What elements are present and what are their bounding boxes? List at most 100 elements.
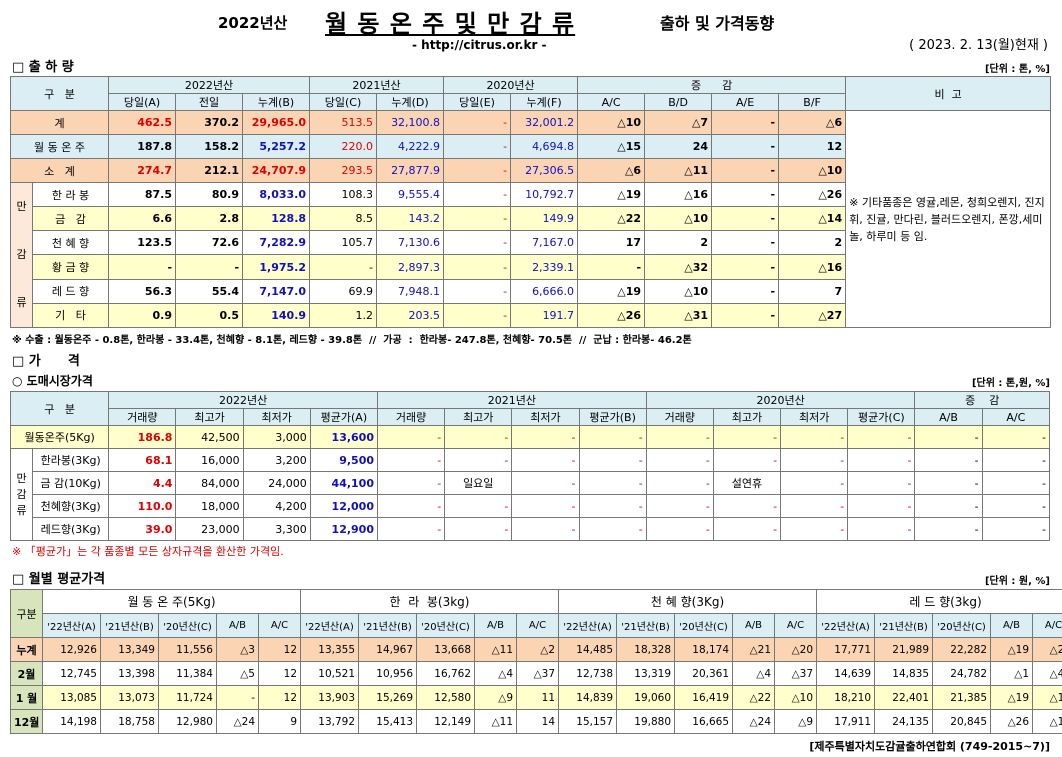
data-cell: - [981,471,1051,495]
data-cell: - [645,471,714,495]
header-cell: A/B [732,613,776,638]
data-cell: △10 [644,278,713,304]
data-cell: 17 [577,230,646,256]
footer: [제주특별자치도감귤출하연합회 (749-2015~7)] [809,740,1050,753]
row-label: 1 월 [10,685,43,710]
data-cell: 13,319 [616,661,676,686]
data-cell: 274.7 [108,158,177,183]
data-cell: 14,839 [558,685,618,710]
data-cell: - [847,517,916,541]
data-cell: △14 [778,206,847,232]
data-cell: 27,877.9 [376,158,445,183]
header-cell: '21년산(B) [358,613,418,638]
header-cell: 월 동 온 주(5Kg) [41,589,302,614]
row-label: 12월 [10,709,43,734]
data-cell: - [712,517,782,541]
data-row: 천혜향(3Kg) 110.0 18,000 4,200 12,000- - - - - - - - - - [10,494,1051,518]
data-cell: - [711,278,780,304]
group-char: 감 [16,487,27,501]
header-cell: 레 드 향(3kg) [816,589,1062,614]
data-row: 금 감(10Kg) 4.4 84,000 24,000 44,100- 일요일 - - - 설연휴… [10,471,1051,495]
data-row: 1 월 13,085 13,073 11,724-12 13,903 15,269 12,5… [10,685,1062,710]
data-cell: - [711,254,780,280]
data-cell: 56.3 [108,278,177,304]
data-cell: 191.7 [510,302,579,329]
header-cell: 구 분 [9,76,110,111]
data-cell: 18,174 [674,637,734,662]
header-cell: 누계(B) [242,93,311,111]
price-table: 구 분 2022년산 2021년산 2020년산 증 감 거래량 최고가 최저가 평균가(A) 거… [9,391,1051,541]
data-cell: - [914,425,983,449]
data-cell: 149.9 [510,206,579,232]
data-cell: 4,222.9 [376,134,445,159]
data-cell: △15 [577,134,646,159]
data-cell: 10,521 [300,661,360,686]
data-cell: 9 [257,709,302,734]
data-cell: - [914,517,983,541]
data-cell: - [780,425,849,449]
data-cell: △16 [644,181,713,208]
header-cell: A/C [577,93,646,111]
header-cell: A/C [516,613,560,638]
data-cell: 17,771 [816,637,876,662]
header-cell: A/B [474,613,518,638]
data-cell: 203.5 [376,302,445,329]
data-cell: △21 [732,637,776,662]
data-cell: - [711,158,780,183]
header-cell: 평균가(A) [309,408,379,426]
header-cell: A/B [216,613,259,638]
header-row: '22년산(A) '21년산(B) '20년산(C) A/B A/C '22년산(A) '2… [11,613,1062,638]
data-cell: - [578,425,647,449]
data-cell: 84,000 [175,471,244,495]
data-cell: 3,300 [242,517,311,541]
header-cell: 거래량 [376,408,446,426]
header-cell: '20년산(C) [158,613,217,638]
data-cell: 11,384 [158,661,217,686]
header-cell: 한 라 봉(3kg) [300,589,560,614]
header-cell: 누계(F) [510,93,579,111]
data-cell: - [108,254,177,280]
data-cell: 187.8 [108,134,177,159]
data-cell: - [216,685,259,710]
data-cell: - [578,471,647,495]
data-cell: 72.6 [175,230,244,256]
data-cell: 12,580 [416,685,476,710]
data-cell: △26 [990,709,1034,734]
group-char: 류 [16,503,27,517]
header-cell: 증 감 [914,391,1050,409]
data-cell: △10 [577,110,646,135]
data-cell: - [443,302,512,329]
data-cell: △19 [990,637,1034,662]
data-cell: 9,555.4 [376,181,445,208]
data-cell: 9,500 [309,448,379,472]
footnote: ※ 수출 : 월동온주 - 0.8톤, 한라봉 - 33.4톤, 천혜향 - 8… [12,335,692,346]
data-cell: 212.1 [175,158,244,183]
section-heading: □ 월별 평균가격 [12,572,106,587]
header-cell: '22년산(A) [42,613,101,638]
data-cell: 13,073 [100,685,159,710]
subtitle: 출하 및 가격동향 [660,14,775,33]
data-cell: 12,149 [416,709,476,734]
data-cell: 14 [516,709,560,734]
header-cell: 최저가 [780,408,849,426]
data-cell: 12,738 [558,661,618,686]
data-cell: △6 [577,158,646,183]
data-cell: △10 [778,158,847,183]
data-cell: 4,200 [242,494,311,518]
data-cell: 13,398 [100,661,159,686]
data-cell: - [780,471,849,495]
data-cell: △20 [1032,637,1062,662]
data-cell: 24 [644,134,713,159]
data-cell: △27 [778,302,847,329]
data-cell: - [511,471,580,495]
data-cell: 513.5 [309,110,378,135]
data-cell: - [711,110,780,135]
data-cell: 128.8 [242,206,311,232]
header-cell: 2021년산 [309,76,445,94]
header-cell: 거래량 [645,408,714,426]
data-cell: - [914,448,983,472]
data-cell: - [444,517,513,541]
unit: [단위 : 원, %] [984,576,1050,587]
